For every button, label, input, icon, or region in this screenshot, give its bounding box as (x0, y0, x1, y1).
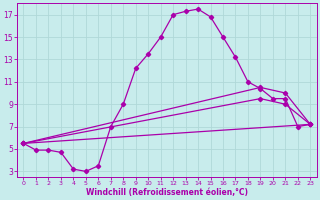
X-axis label: Windchill (Refroidissement éolien,°C): Windchill (Refroidissement éolien,°C) (86, 188, 248, 197)
